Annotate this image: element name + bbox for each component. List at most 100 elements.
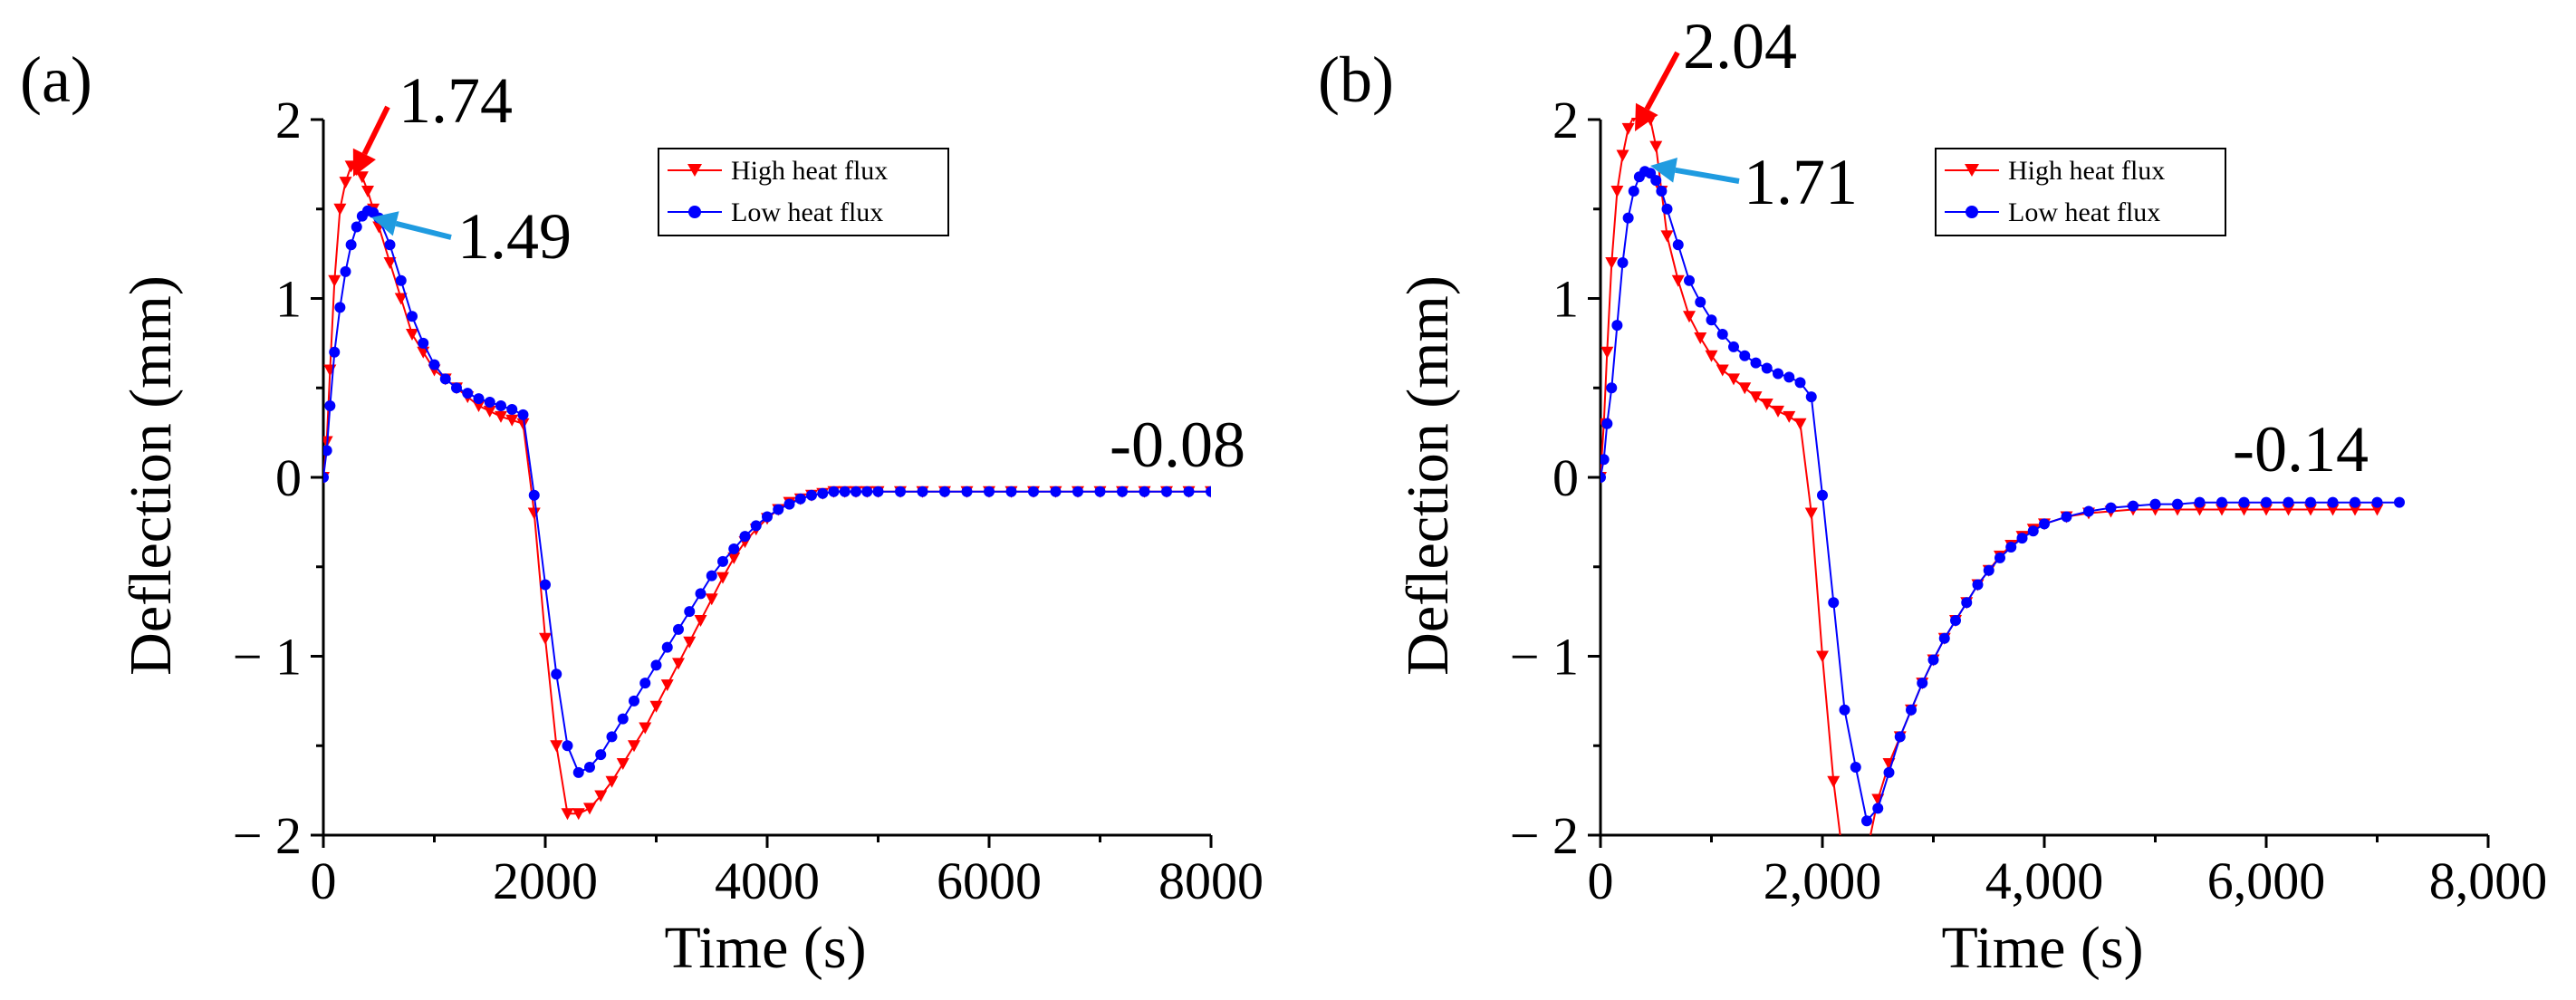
data-point-high-a-4 (333, 203, 347, 216)
data-point-high-a-22 (495, 410, 507, 423)
legend-marker-high-b (1965, 164, 1979, 177)
data-point-low-a-39 (684, 606, 696, 618)
data-point-low-a-57 (895, 486, 906, 497)
data-point-low-a-68 (1139, 486, 1150, 497)
data-point-low-a-52 (828, 486, 840, 497)
data-point-low-a-29 (572, 766, 584, 778)
data-point-low-a-1 (323, 445, 332, 457)
data-point-low-a-69 (1161, 486, 1172, 497)
data-point-low-b-57 (2261, 496, 2272, 508)
data-point-low-b-62 (2371, 496, 2383, 508)
data-point-high-b-14 (1671, 274, 1685, 287)
data-point-high-a-23 (505, 414, 519, 427)
data-point-low-a-56 (872, 486, 884, 497)
chart-panel-b: (b) Deflection (mm) Time (s) 0 2,000 4,000… (1318, 10, 2547, 981)
annotation-arrow-a-1 (395, 220, 452, 240)
x-tick-label-b-3: 6,000 (2207, 851, 2326, 910)
data-point-low-a-20 (473, 393, 485, 405)
y-tick-label-b-0: − 2 (1510, 806, 1579, 865)
data-point-low-b-58 (2283, 496, 2294, 508)
data-point-low-b-13 (1661, 203, 1673, 215)
data-point-low-a-18 (451, 382, 462, 394)
data-point-low-a-26 (540, 579, 551, 591)
data-point-low-a-61 (984, 486, 995, 497)
data-point-low-b-40 (1961, 597, 1973, 609)
data-point-high-b-55 (2216, 504, 2228, 516)
data-point-low-a-41 (706, 570, 717, 582)
data-point-low-b-59 (2305, 496, 2316, 508)
data-point-high-a-21 (483, 405, 496, 418)
data-point-high-b-4 (1610, 186, 1624, 197)
data-point-high-a-40 (694, 615, 707, 627)
chart-panel-a: (a) Deflection (mm) Time (s) 0 2000 4000 60… (20, 43, 1264, 981)
legend-box-a (658, 148, 949, 236)
data-point-high-b-20 (1738, 382, 1752, 395)
y-tick-label-b-1: − 1 (1510, 628, 1579, 687)
data-point-low-a-47 (773, 504, 784, 515)
data-point-low-a-12 (384, 239, 396, 251)
data-point-low-b-2 (1601, 418, 1613, 429)
data-point-low-b-33 (1883, 766, 1895, 778)
data-point-low-b-19 (1728, 341, 1739, 352)
annotation-label-a-0: 1.74 (399, 64, 513, 137)
data-point-low-a-38 (673, 623, 684, 635)
panel-label-a: (a) (20, 43, 92, 116)
data-point-low-b-16 (1695, 296, 1706, 308)
data-point-high-a-34 (628, 740, 640, 753)
data-point-low-a-7 (351, 221, 362, 233)
data-point-high-b-2 (1600, 346, 1614, 359)
x-tick-label-b-1: 2,000 (1764, 851, 1882, 910)
data-point-low-b-15 (1684, 274, 1695, 286)
data-point-low-a-58 (917, 486, 928, 497)
data-point-high-a-38 (672, 658, 685, 670)
data-point-high-b-61 (2349, 504, 2361, 516)
series-line-low-b (1600, 170, 2399, 823)
data-point-low-b-30 (1850, 761, 1861, 773)
data-point-high-a-20 (472, 400, 485, 412)
data-point-high-a-12 (383, 257, 397, 269)
data-point-low-a-42 (717, 555, 728, 567)
data-point-high-b-22 (1760, 399, 1773, 411)
data-point-low-a-66 (1094, 486, 1106, 497)
data-point-low-a-59 (939, 486, 950, 497)
data-point-low-b-49 (2083, 505, 2094, 517)
data-point-low-a-15 (418, 337, 429, 349)
data-point-low-a-34 (629, 695, 639, 707)
data-point-low-a-19 (462, 388, 474, 399)
data-point-low-b-47 (2039, 518, 2050, 530)
data-point-low-b-24 (1783, 371, 1795, 383)
data-point-high-b-15 (1683, 311, 1696, 323)
data-point-high-a-43 (727, 552, 741, 564)
data-point-high-a-25 (527, 507, 541, 520)
legend-label-low-a: Low heat flux (731, 197, 883, 227)
data-point-low-b-31 (1861, 815, 1872, 827)
data-point-low-a-49 (794, 493, 806, 505)
annotation-label-b-1: 1.71 (1744, 146, 1858, 218)
data-point-low-a-48 (783, 498, 795, 510)
data-point-low-a-27 (551, 668, 562, 680)
data-point-low-a-17 (439, 373, 451, 385)
data-point-high-a-30 (583, 803, 596, 815)
data-point-high-a-13 (394, 293, 408, 305)
data-point-low-b-63 (2394, 496, 2405, 508)
data-point-low-b-38 (1938, 632, 1950, 644)
x-tick-label-a-4: 8000 (1158, 851, 1264, 910)
data-point-high-b-26 (1804, 507, 1818, 520)
data-point-low-b-42 (1983, 564, 1994, 576)
data-point-low-a-65 (1072, 486, 1083, 497)
data-point-low-a-2 (324, 400, 336, 411)
data-point-low-a-71 (1206, 486, 1211, 497)
x-axis-label-b: Time (s) (1941, 915, 2143, 981)
data-point-low-b-43 (1994, 552, 2005, 563)
annotation-label-b-0: 2.04 (1683, 10, 1797, 82)
data-point-low-a-55 (861, 486, 873, 497)
x-tick-label-a-1: 2000 (493, 851, 598, 910)
legend-box-b (1935, 148, 2226, 236)
data-point-low-a-51 (817, 487, 829, 499)
data-point-high-b-59 (2304, 504, 2317, 516)
y-tick-label-a-2: 0 (275, 448, 302, 507)
annotation-arrowhead-b-1 (1650, 157, 1677, 183)
data-point-high-b-28 (1827, 775, 1841, 788)
data-point-high-a-31 (594, 790, 608, 803)
data-point-low-a-46 (762, 511, 773, 523)
